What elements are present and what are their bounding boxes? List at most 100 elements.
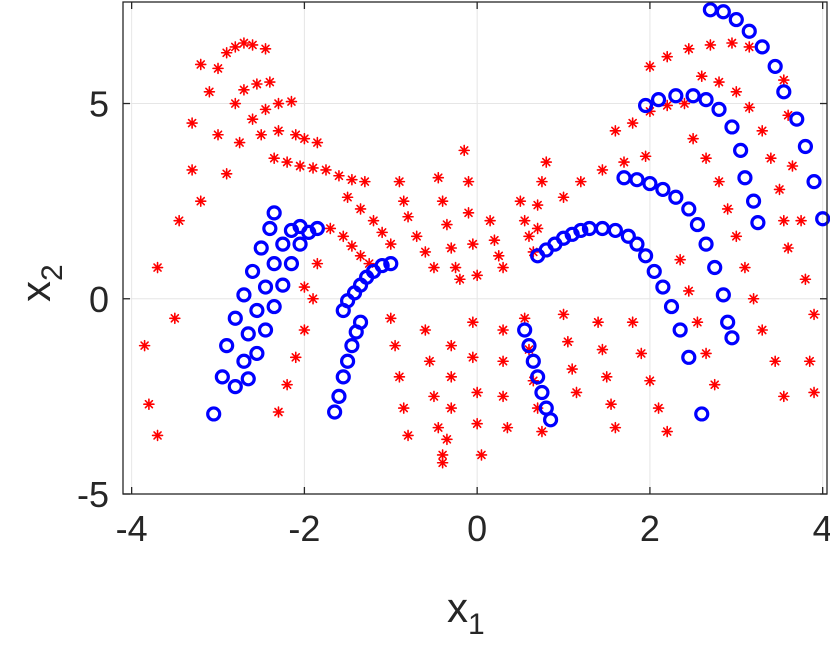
circle-point (236, 353, 252, 369)
star-point (467, 238, 479, 250)
x-tick-label: -4 (116, 508, 148, 549)
star-point (531, 402, 544, 414)
star-point (708, 378, 721, 391)
star-point (497, 390, 509, 403)
star-point (432, 421, 445, 434)
star-point (324, 222, 337, 235)
circle-point (720, 314, 736, 330)
y-axis-label-main: x (12, 281, 59, 302)
x-axis-label-sub: 1 (468, 608, 485, 641)
star-point (596, 164, 609, 176)
star-point (462, 207, 475, 219)
circle-point (681, 201, 697, 217)
circle-point (776, 84, 792, 100)
star-point (596, 343, 609, 356)
star-point (778, 214, 790, 227)
circle-point (344, 338, 360, 354)
circle-point (309, 220, 325, 237)
y-tick-label: 5 (89, 84, 109, 125)
star-point (497, 261, 509, 274)
star-point (428, 261, 440, 274)
star-point (600, 371, 613, 383)
star-point (739, 261, 751, 274)
x-tick-label: -2 (288, 508, 320, 549)
circle-point (711, 101, 727, 117)
circle-point (525, 353, 541, 369)
star-point (471, 417, 483, 430)
star-point (341, 191, 354, 204)
star-point (229, 41, 242, 53)
y-tick-label: 0 (89, 279, 109, 320)
circle-point (607, 222, 623, 239)
star-point (626, 117, 639, 129)
circle-point (642, 175, 658, 192)
star-point (644, 60, 656, 73)
star-point (138, 339, 151, 352)
star-point (743, 101, 756, 114)
star-point (605, 398, 617, 410)
circle-point (521, 338, 537, 354)
star-point (678, 97, 691, 110)
star-point (445, 339, 458, 352)
star-point (562, 335, 574, 348)
star-point (721, 203, 734, 215)
star-point (376, 226, 388, 239)
circle-point (573, 222, 589, 239)
star-point (467, 316, 479, 328)
circle-point (655, 279, 671, 295)
circle-point (672, 322, 688, 338)
star-point (363, 257, 375, 270)
star-point (756, 324, 769, 336)
circle-point (530, 369, 546, 385)
circle-point (737, 170, 753, 186)
star-point (238, 37, 250, 49)
star-point (618, 156, 630, 168)
circle-point (206, 406, 222, 422)
star-point (436, 456, 449, 469)
star-point (765, 152, 777, 164)
star-point (652, 402, 665, 414)
star-point (311, 136, 324, 149)
circle-point (685, 88, 701, 104)
circle-point (789, 111, 805, 127)
star-point (700, 347, 712, 360)
x-axis-label-main: x (447, 584, 468, 631)
circle-point (374, 257, 390, 274)
circle-point (236, 287, 252, 303)
circle-point (534, 384, 550, 401)
star-point (726, 37, 738, 49)
star-point (795, 214, 807, 227)
star-point (259, 103, 272, 116)
x-tick-label: 4 (813, 508, 830, 549)
star-point (393, 371, 406, 383)
circle-point (244, 263, 261, 280)
star-point (773, 183, 786, 196)
circle-point (715, 287, 731, 303)
circle-point (253, 240, 269, 256)
star-point (285, 95, 298, 108)
star-point (441, 433, 453, 446)
star-point (272, 97, 285, 110)
star-point (354, 203, 367, 215)
star-point (747, 292, 760, 305)
y-axis-label-sub: 2 (36, 264, 69, 281)
star-point (458, 144, 471, 157)
star-point (743, 41, 756, 53)
star-point (803, 355, 816, 368)
circle-point (275, 236, 291, 252)
star-point (359, 175, 371, 188)
star-point (644, 374, 656, 387)
star-point (281, 378, 293, 391)
star-point (246, 39, 259, 51)
circle-point (292, 236, 308, 252)
axis-ticks: -4 -2 0 2 4 -5 0 5 (77, 2, 830, 549)
star-point (173, 214, 185, 227)
star-point (419, 246, 432, 258)
star-point (635, 347, 648, 360)
star-point (492, 250, 505, 262)
star-point (194, 195, 207, 207)
plot-background (123, 2, 827, 494)
circle-point (257, 322, 274, 338)
x-tick-label: 2 (640, 508, 660, 549)
star-point (436, 195, 449, 207)
